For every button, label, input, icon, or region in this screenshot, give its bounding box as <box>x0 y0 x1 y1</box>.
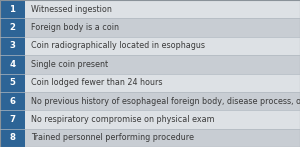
Bar <box>0 92 25 110</box>
Bar <box>0 74 25 92</box>
Bar <box>0 110 25 129</box>
Text: Single coin present: Single coin present <box>31 60 108 69</box>
Text: Coin lodged fewer than 24 hours: Coin lodged fewer than 24 hours <box>31 78 163 87</box>
Bar <box>0 129 300 147</box>
Text: Foreign body is a coin: Foreign body is a coin <box>31 23 119 32</box>
Bar <box>0 74 300 92</box>
Text: Witnessed ingestion: Witnessed ingestion <box>31 5 112 14</box>
Text: 2: 2 <box>9 23 15 32</box>
Bar <box>0 129 25 147</box>
Bar <box>0 0 25 18</box>
Bar <box>0 18 300 37</box>
Bar <box>0 55 25 74</box>
Bar <box>0 55 300 74</box>
Text: 7: 7 <box>9 115 15 124</box>
Text: Coin radiographically located in esophagus: Coin radiographically located in esophag… <box>31 41 205 50</box>
Bar <box>0 92 300 110</box>
Text: No respiratory compromise on physical exam: No respiratory compromise on physical ex… <box>31 115 215 124</box>
Text: 5: 5 <box>9 78 15 87</box>
Text: 3: 3 <box>9 41 15 50</box>
Bar <box>0 37 300 55</box>
Bar <box>0 37 25 55</box>
Text: 6: 6 <box>9 97 15 106</box>
Bar <box>0 0 300 18</box>
Bar <box>0 18 25 37</box>
Bar <box>0 110 300 129</box>
Text: Trained personnel performing procedure: Trained personnel performing procedure <box>31 133 194 142</box>
Text: 4: 4 <box>9 60 15 69</box>
Text: No previous history of esophageal foreign body, disease process, or surgery: No previous history of esophageal foreig… <box>31 97 300 106</box>
Text: 1: 1 <box>9 5 15 14</box>
Text: 8: 8 <box>9 133 15 142</box>
